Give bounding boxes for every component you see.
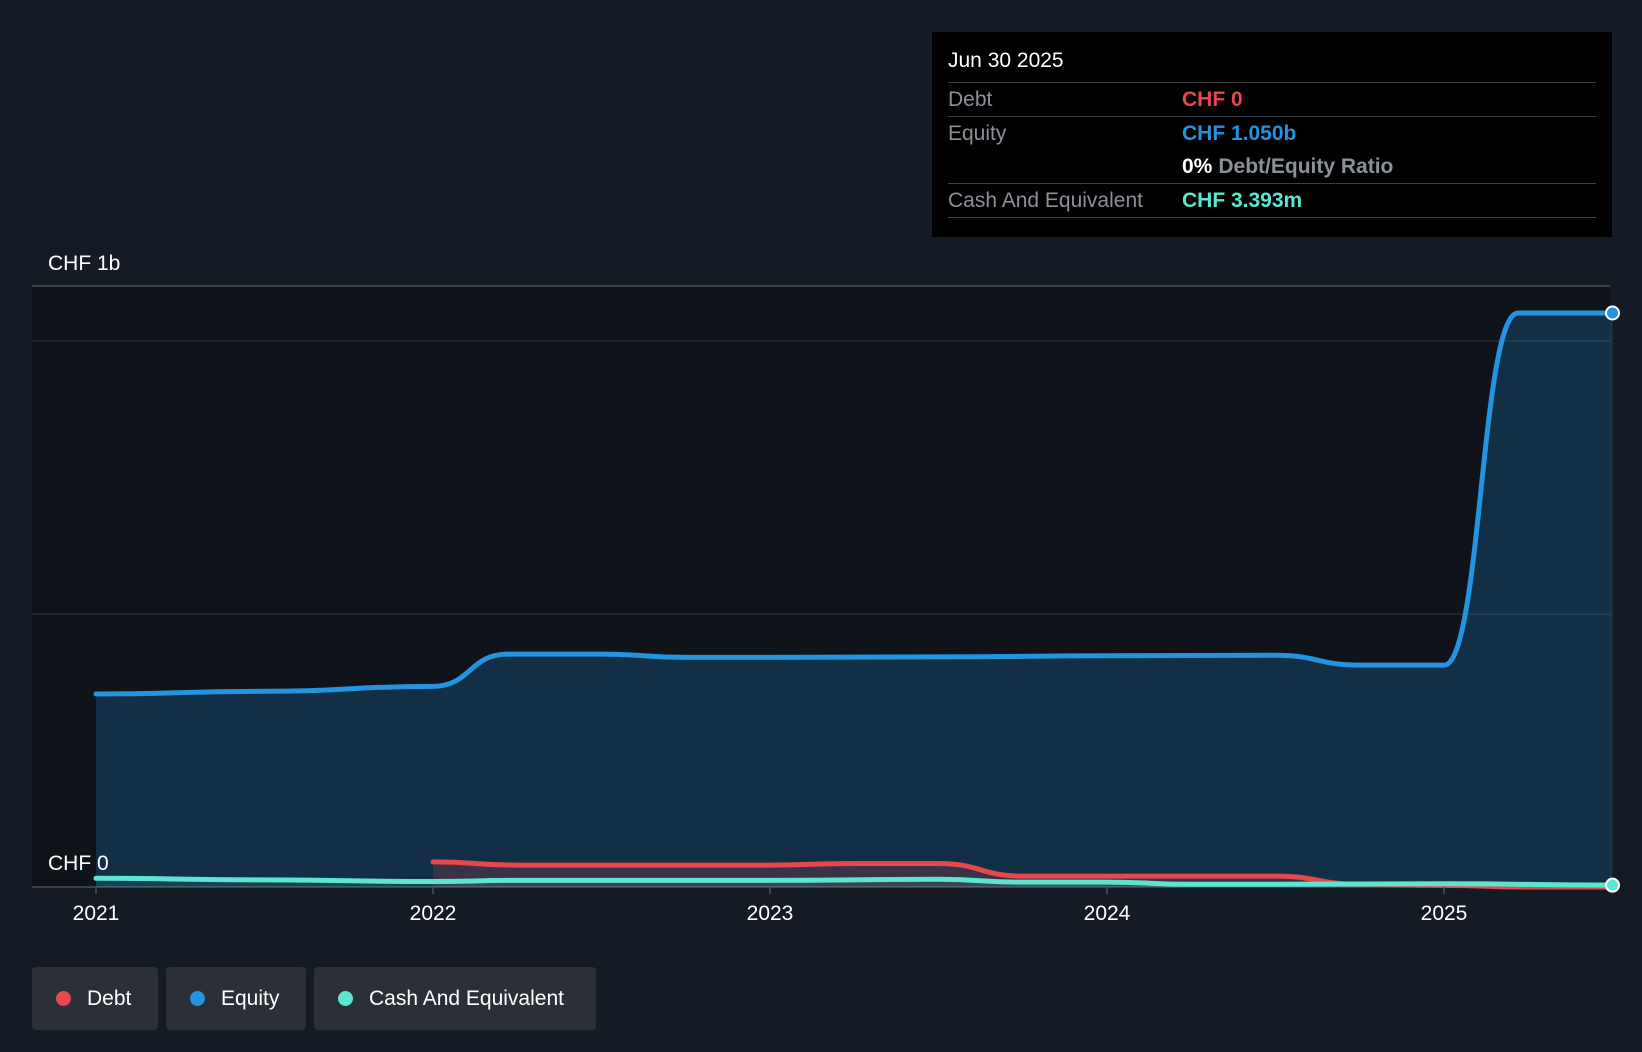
tooltip-cash-label: Cash And Equivalent (948, 188, 1143, 212)
tooltip-cash-value: CHF 3.393m (1182, 188, 1303, 212)
x-tick-label: 2023 (747, 902, 794, 925)
x-tick-label: 2021 (73, 902, 120, 925)
legend-item-debt[interactable]: Debt (32, 967, 158, 1030)
tooltip-row-debt: Debt CHF 0 (948, 82, 1596, 116)
tooltip-date: Jun 30 2025 (948, 49, 1064, 72)
cash-and-equivalent-line (93, 875, 1615, 888)
tooltip-debt-value: CHF 0 (1182, 87, 1243, 111)
legend-item-equity[interactable]: Equity (166, 967, 306, 1030)
series-lines (93, 310, 1615, 890)
equity-endpoint (1605, 305, 1620, 321)
tooltip-row-ratio: 0% Debt/Equity Ratio (948, 150, 1596, 183)
tooltip-equity-value: CHF 1.050b (1182, 121, 1297, 145)
equity-area (96, 313, 1613, 887)
tooltip-debt-label: Debt (948, 87, 993, 111)
legend-item-cash[interactable]: Cash And Equivalent (314, 967, 596, 1030)
legend-cash-dot (338, 991, 353, 1006)
x-axis-ticks: 2021 2022 2023 2024 2025 (73, 887, 1468, 925)
legend-debt-label: Debt (87, 986, 132, 1010)
legend-equity-label: Equity (221, 986, 280, 1010)
tooltip-row-cash: Cash And Equivalent CHF 3.393m (948, 183, 1596, 218)
y-axis-label-bottom: CHF 0 (48, 852, 109, 875)
x-tick-label: 2024 (1084, 902, 1131, 925)
tooltip-row-equity: Equity CHF 1.050b (948, 116, 1596, 150)
legend-cash-label: Cash And Equivalent (369, 986, 564, 1010)
plot-background (32, 286, 1610, 887)
series-endpoints (1605, 305, 1620, 893)
x-tick-label: 2022 (410, 902, 457, 925)
grid-lines (32, 285, 1610, 888)
legend-equity-dot (190, 991, 205, 1006)
tooltip-equity-label: Equity (948, 121, 1007, 145)
x-tick-label: 2025 (1421, 902, 1468, 925)
tooltip-ratio-value: 0% (1182, 154, 1213, 178)
tooltip-ratio-label: Debt/Equity Ratio (1218, 154, 1394, 178)
legend-debt-dot (56, 991, 71, 1006)
cash-and-equivalent-endpoint (1605, 877, 1620, 893)
equity-line (93, 310, 1615, 697)
tooltip: Jun 30 2025 Debt CHF 0 Equity CHF 1.050b… (932, 32, 1612, 237)
y-axis-label-top: CHF 1b (48, 252, 120, 275)
